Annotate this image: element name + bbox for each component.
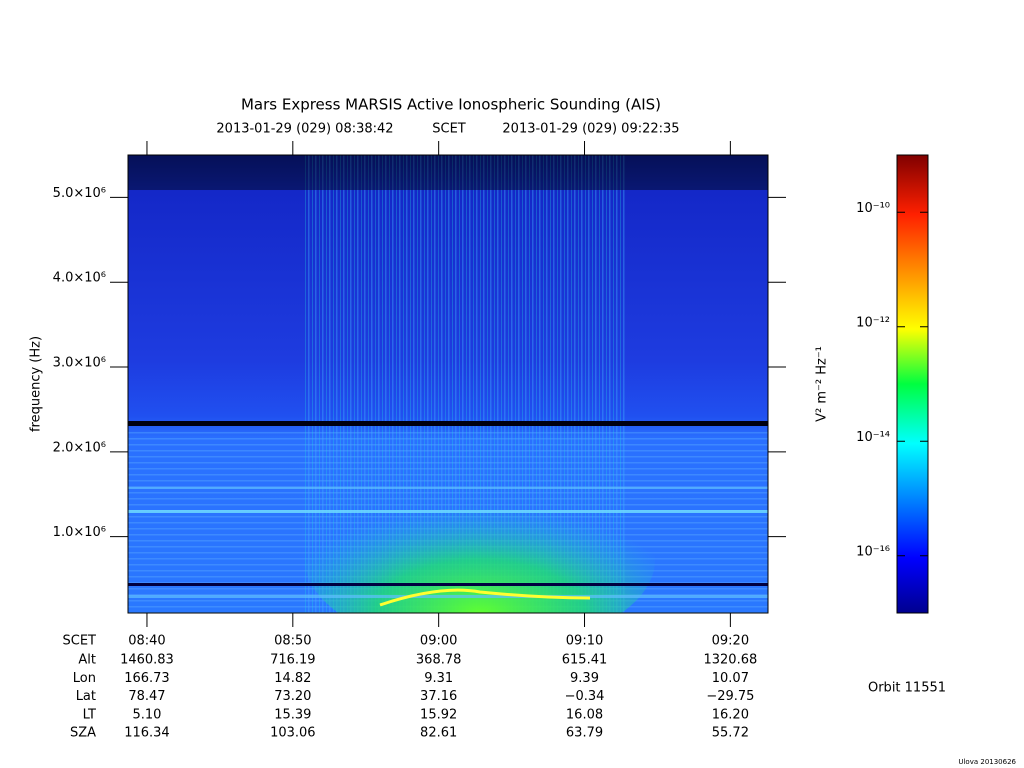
end-time: 2013-01-29 (029) 09:22:35 — [502, 122, 679, 137]
ephemeris-value: 63.79 — [566, 726, 603, 741]
ephemeris-value: 37.16 — [420, 689, 457, 704]
ephemeris-value: 78.47 — [128, 689, 165, 704]
credit: Ulova 20130626 — [958, 758, 1016, 766]
x-tick-label: 09:00 — [420, 634, 457, 649]
chart-title: Mars Express MARSIS Active Ionospheric S… — [241, 96, 661, 114]
ephemeris-value: −29.75 — [706, 689, 754, 704]
ephemeris-value: 1320.68 — [703, 653, 757, 668]
orbit: Orbit 11551 — [868, 681, 946, 696]
row-label: SZA — [70, 726, 96, 741]
x-tick-label: 09:20 — [712, 634, 749, 649]
y-tick-label: 1.0×10⁶ — [53, 525, 106, 540]
ephemeris-value: 16.20 — [712, 707, 749, 722]
y-tick-label: 3.0×10⁶ — [53, 356, 106, 371]
colorbar — [896, 154, 929, 614]
ephemeris-value: 5.10 — [132, 707, 161, 722]
colorbar-tick-label: 10⁻¹⁴ — [856, 430, 890, 445]
ephemeris-value: 716.19 — [270, 653, 316, 668]
ephemeris-value: 9.39 — [570, 671, 599, 686]
ephemeris-value: 9.31 — [424, 671, 453, 686]
ephemeris-value: 166.73 — [124, 671, 170, 686]
row-label: LT — [83, 707, 96, 722]
x-tick-label: 08:50 — [274, 634, 311, 649]
ephemeris-value: 103.06 — [270, 726, 316, 741]
ephemeris-value: 16.08 — [566, 707, 603, 722]
colorbar-tick-label: 10⁻¹⁰ — [856, 201, 890, 216]
plot-frame — [127, 154, 769, 614]
y-tick-label: 2.0×10⁶ — [53, 440, 106, 455]
x-tick-label: 09:10 — [566, 634, 603, 649]
colorbar-tick-label: 10⁻¹⁶ — [856, 544, 890, 559]
ephemeris-value: 368.78 — [416, 653, 462, 668]
ephemeris-value: 15.39 — [274, 707, 311, 722]
ephemeris-value: 82.61 — [420, 726, 457, 741]
row-label: SCET — [63, 634, 97, 649]
ephemeris-value: 55.72 — [712, 726, 749, 741]
y-tick-label: 4.0×10⁶ — [53, 271, 106, 286]
spectrogram-image — [128, 155, 768, 613]
y-axis-label: frequency (Hz) — [29, 336, 44, 432]
row-label: Alt — [78, 653, 96, 668]
ephemeris-value: −0.34 — [565, 689, 605, 704]
row-label: Lat — [76, 689, 96, 704]
start-time: 2013-01-29 (029) 08:38:42 — [216, 122, 393, 137]
row-label: Lon — [73, 671, 96, 686]
ephemeris-value: 15.92 — [420, 707, 457, 722]
ephemeris-value: 615.41 — [562, 653, 608, 668]
ephemeris-value: 10.07 — [712, 671, 749, 686]
ephemeris-value: 14.82 — [274, 671, 311, 686]
ephemeris-value: 73.20 — [274, 689, 311, 704]
y-tick-label: 5.0×10⁶ — [53, 186, 106, 201]
colorbar-label: V² m⁻² Hz⁻¹ — [815, 346, 830, 422]
ephemeris-value: 116.34 — [124, 726, 170, 741]
x-tick-label: 08:40 — [128, 634, 165, 649]
colorbar-tick-label: 10⁻¹² — [856, 315, 890, 330]
ephemeris-value: 1460.83 — [120, 653, 174, 668]
time-label: SCET — [432, 122, 466, 137]
